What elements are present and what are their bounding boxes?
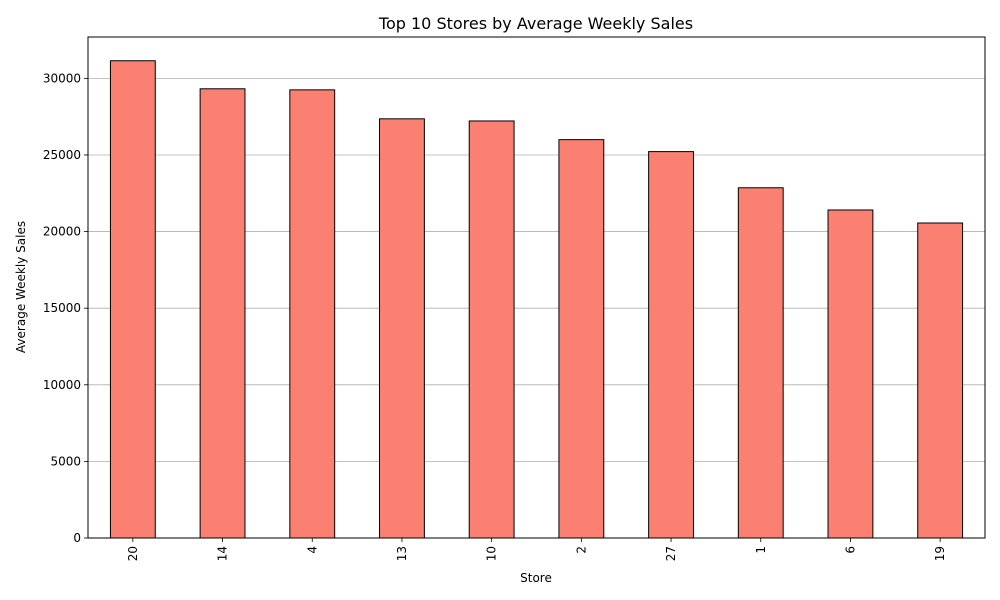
bar-store-13: [379, 118, 425, 539]
bar-store-27: [648, 151, 694, 539]
x-tick-label: 19: [933, 546, 947, 561]
x-tick-label: 27: [664, 546, 678, 561]
y-tick-label: 20000: [43, 225, 81, 239]
bar-store-19: [917, 222, 964, 539]
bar-store-10: [468, 120, 515, 539]
bar-store-20: [109, 60, 156, 539]
x-axis-ticks: 20 14 4 13 10 2 27 1 6 19: [126, 538, 947, 561]
x-tick-label: 20: [126, 546, 140, 561]
x-axis-label: Store: [520, 571, 552, 585]
bars: [109, 60, 964, 539]
x-tick-label: 6: [843, 546, 857, 554]
y-tick-label: 0: [73, 531, 81, 545]
x-tick-label: 14: [216, 546, 230, 561]
y-tick-label: 10000: [43, 378, 81, 392]
bar-store-6: [827, 209, 874, 539]
y-axis-ticks: 0 5000 10000 15000 20000 25000 30000: [43, 71, 88, 545]
y-axis-label: Average Weekly Sales: [14, 221, 28, 353]
y-tick-label: 15000: [43, 301, 81, 315]
chart-title: Top 10 Stores by Average Weekly Sales: [378, 14, 693, 33]
bar-store-2: [558, 139, 605, 539]
bar-store-1: [737, 187, 784, 539]
bar-store-4: [289, 89, 336, 539]
x-tick-label: 13: [395, 546, 409, 561]
y-tick-label: 30000: [43, 71, 81, 85]
x-tick-label: 4: [305, 546, 319, 554]
y-tick-label: 5000: [50, 454, 81, 468]
y-tick-label: 25000: [43, 148, 81, 162]
x-tick-label: 2: [574, 546, 588, 554]
x-tick-label: 10: [485, 546, 499, 561]
bar-store-14: [199, 88, 246, 539]
plot-frame: [87, 36, 986, 539]
x-tick-label: 1: [754, 546, 768, 554]
